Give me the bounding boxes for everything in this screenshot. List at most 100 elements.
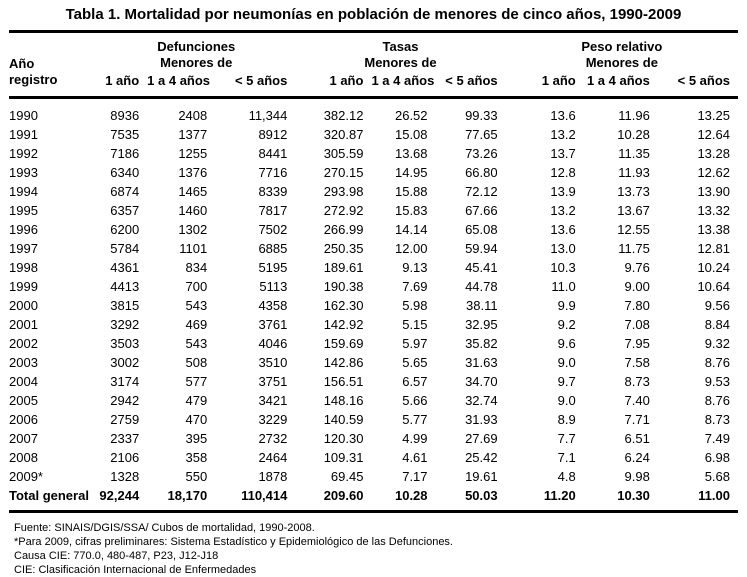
year-cell: 2006 [9,412,38,427]
group-label: Tasas [382,39,419,54]
value-cell: 7817 [258,203,288,218]
value-cell: 250.35 [323,241,364,256]
value-cell: 1460 [178,203,208,218]
year-cell: 1997 [9,241,38,256]
value-cell: 7.08 [624,317,650,332]
year-cell: 2000 [9,298,38,313]
value-cell: 10.64 [697,279,730,294]
value-cell: 272.92 [323,203,364,218]
value-cell: 142.92 [323,317,364,332]
value-cell: 469 [185,317,208,332]
value-cell: 3510 [258,355,288,370]
value-cell: 4.8 [557,469,576,484]
value-cell: 1328 [110,469,140,484]
value-cell: 7535 [110,127,140,142]
value-cell: 7.69 [402,279,428,294]
value-cell: 99.33 [465,108,498,123]
value-cell: 5195 [258,260,288,275]
value-cell: 10.3 [550,260,576,275]
value-cell: 9.98 [624,469,650,484]
value-cell: 140.59 [323,412,364,427]
table-row: 2006 2759 470 3229 140.59 5.77 31.93 8.9 7.71 8.7… [9,410,738,429]
value-cell: 209.60 [323,488,364,503]
value-cell: 73.26 [465,146,498,161]
value-cell: 6.57 [402,374,428,389]
value-cell: 6.51 [624,431,650,446]
value-cell: 45.41 [465,260,498,275]
value-cell: 4361 [110,260,140,275]
group-label: Peso relativo [581,39,663,54]
value-cell: 25.42 [465,450,498,465]
value-cell: 18,170 [167,488,208,503]
value-cell: 4046 [258,336,288,351]
value-cell: 31.93 [465,412,498,427]
value-cell: 543 [185,336,208,351]
value-cell: 109.31 [323,450,364,465]
value-cell: 7.1 [557,450,576,465]
value-cell: 34.70 [465,374,498,389]
table-row: 1999 4413 700 5113 190.38 7.69 44.78 11.0 9.00 10… [9,277,738,296]
value-cell: 8912 [258,127,288,142]
year-cell: 1994 [9,184,38,199]
value-cell: 11.93 [618,165,650,180]
value-cell: 4.61 [402,450,428,465]
table-row: 2003 3002 508 3510 142.86 5.65 31.63 9.0 7.58 8.7… [9,353,738,372]
value-cell: 7.40 [624,393,650,408]
year-cell: 1995 [9,203,38,218]
year-cell: 2004 [9,374,38,389]
value-cell: 8.73 [624,374,650,389]
year-cell: 2009* [9,469,43,484]
value-cell: 31.63 [465,355,498,370]
value-cell: 13.32 [697,203,730,218]
value-cell: 11.00 [698,488,730,503]
value-cell: 9.0 [557,393,576,408]
value-cell: 11.0 [551,279,576,294]
year-cell: 2008 [9,450,38,465]
value-cell: 320.87 [323,127,364,142]
value-cell: 66.80 [465,165,498,180]
value-cell: 6.98 [704,450,730,465]
value-cell: 1377 [178,127,208,142]
value-cell: 12.00 [394,241,428,256]
table-row: 2007 2337 395 2732 120.30 4.99 27.69 7.7 6.51 7.4… [9,429,738,448]
value-cell: 10.24 [697,260,730,275]
value-cell: 7716 [258,165,288,180]
value-cell: 13.2 [550,203,576,218]
value-cell: 50.03 [465,488,498,503]
table-row: 1997 5784 1101 6885 250.35 12.00 59.94 13.0 11.7… [9,239,738,258]
table-row: 1990 8936 2408 11,344 382.12 26.52 99.33 13.6 11… [9,98,738,126]
subheader-def-lt5: < 5 años [234,73,288,88]
value-cell: 190.38 [323,279,364,294]
value-cell: 2408 [178,108,208,123]
value-cell: 11.20 [543,488,576,503]
value-cell: 13.67 [617,203,650,218]
value-cell: 7.49 [704,431,730,446]
value-cell: 13.38 [697,222,730,237]
value-cell: 10.28 [394,488,428,503]
value-cell: 7.80 [624,298,650,313]
subheader-tasa-1a4: 1 a 4 años [371,73,435,88]
value-cell: 59.94 [465,241,498,256]
value-cell: 3421 [258,393,288,408]
group-sublabel: Menores de [160,55,233,70]
value-cell: 1376 [178,165,208,180]
year-cell: 2005 [9,393,38,408]
value-cell: 26.52 [394,108,428,123]
value-cell: 7502 [258,222,288,237]
subheader-peso-1a4: 1 a 4 años [586,73,650,88]
value-cell: 4413 [110,279,140,294]
value-cell: 11.35 [618,146,650,161]
table-row: 2005 2942 479 3421 148.16 5.66 32.74 9.0 7.40 8.7… [9,391,738,410]
value-cell: 470 [185,412,208,427]
year-cell: 1996 [9,222,38,237]
value-cell: 7.95 [624,336,650,351]
value-cell: 382.12 [323,108,364,123]
value-cell: 44.78 [465,279,498,294]
value-cell: 5.77 [402,412,428,427]
value-cell: 8.84 [704,317,730,332]
value-cell: 10.30 [617,488,650,503]
group-label: Defunciones [157,39,236,54]
value-cell: 6340 [110,165,140,180]
footnote-causa-cie: Causa CIE: 770.0, 480-487, P23, J12-J18 [14,550,219,562]
